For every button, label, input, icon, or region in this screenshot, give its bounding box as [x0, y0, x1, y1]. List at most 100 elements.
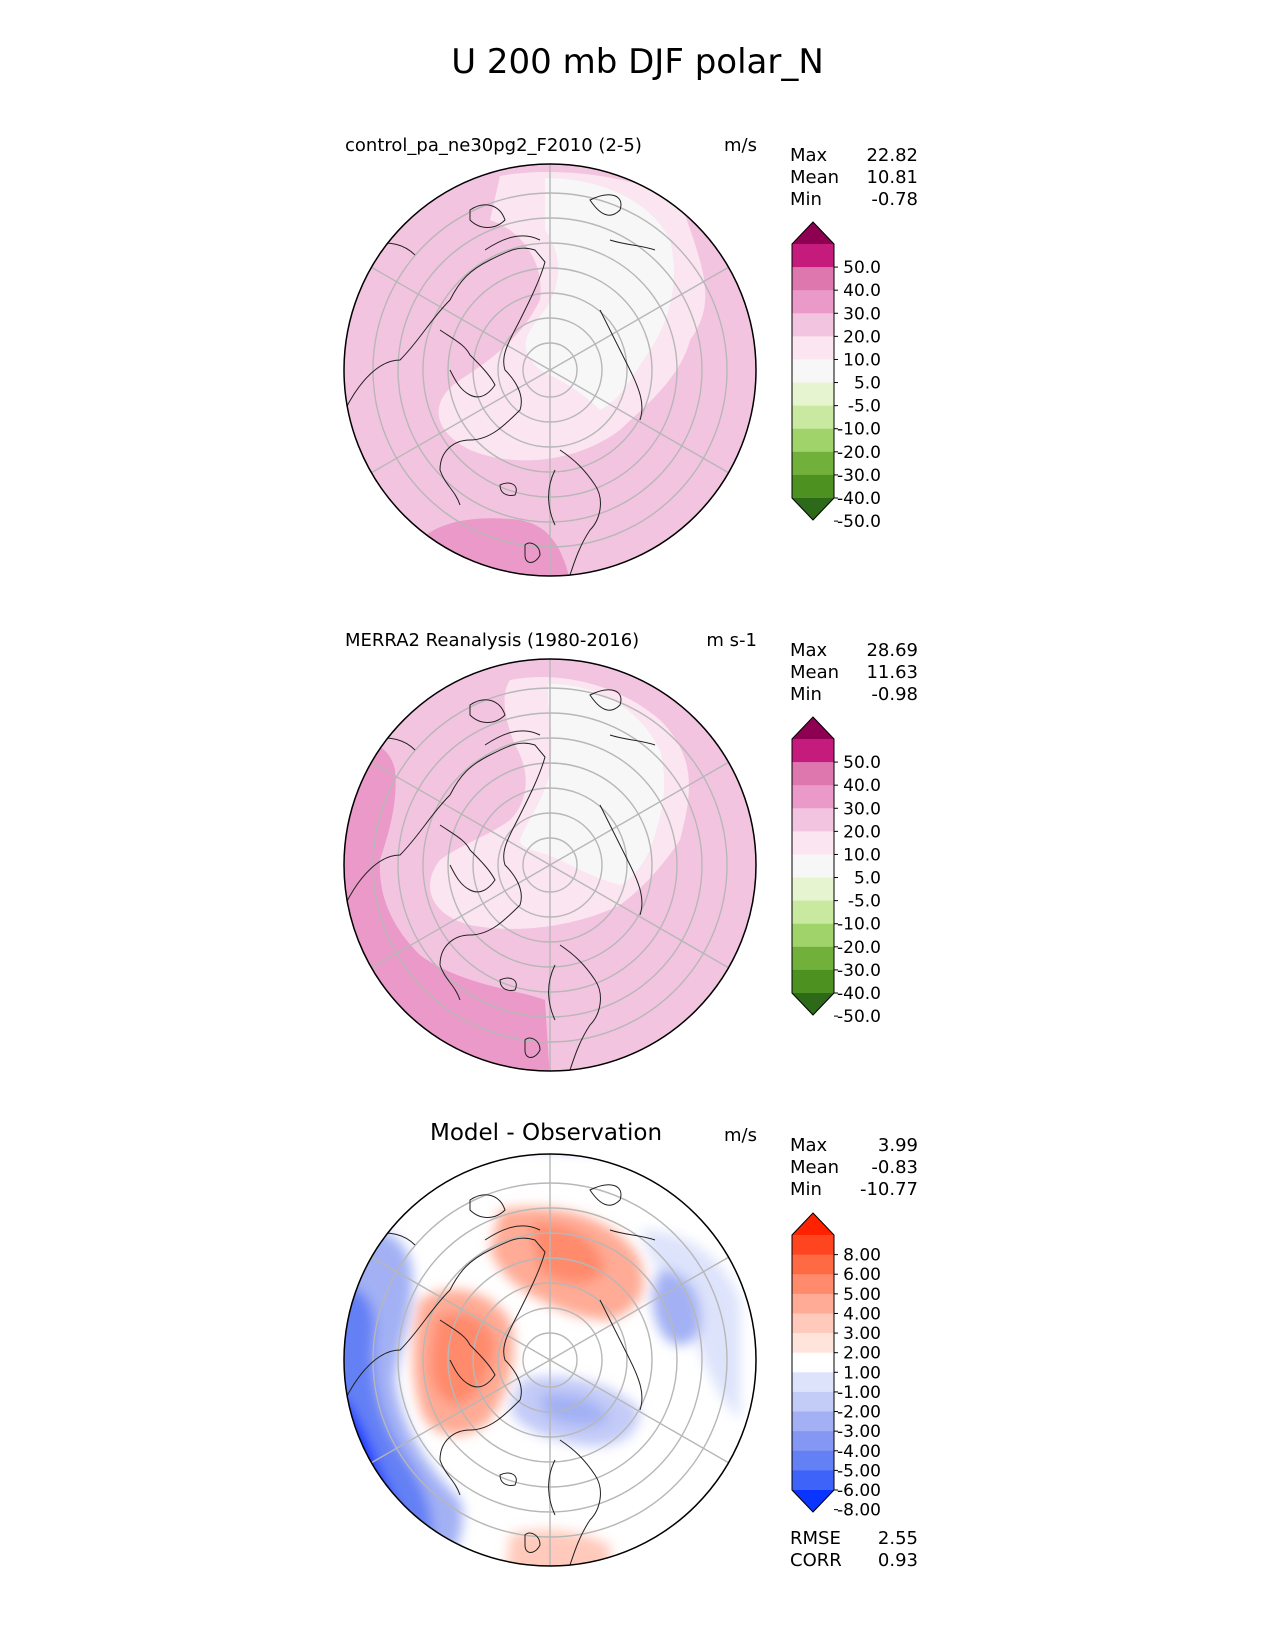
colorbar-tick-label: 30.0	[843, 304, 881, 324]
colorbar-swatch	[792, 808, 834, 832]
panel-2-title: MERRA2 Reanalysis (1980-2016)	[345, 630, 640, 651]
colorbar-tick-label: 40.0	[843, 281, 881, 301]
colorbar-swatch	[792, 1274, 834, 1295]
stat-value: -0.98	[871, 684, 918, 705]
colorbar-tick-label: -3.00	[837, 1422, 881, 1442]
colorbar-swatch	[792, 1293, 834, 1314]
colorbar-swatch	[792, 474, 834, 499]
colorbar-tick-label: 2.00	[843, 1344, 881, 1364]
stat-value: 28.69	[866, 640, 918, 661]
colorbar-tick-label: -20.0	[837, 443, 881, 463]
stat-value: -0.78	[871, 189, 918, 210]
colorbar-tick-label: -2.00	[837, 1403, 881, 1423]
colorbar-tick-label: -5.0	[848, 892, 881, 912]
stat-value: 10.81	[866, 167, 918, 188]
colorbar-swatch	[792, 923, 834, 948]
colorbar-tick-label: -6.00	[837, 1481, 881, 1501]
stat-label: Min	[790, 684, 822, 705]
figure-title: U 200 mb DJF polar_N	[451, 42, 824, 82]
colorbar-tick-label: 30.0	[843, 799, 881, 819]
panel-1-units: m/s	[724, 135, 757, 156]
colorbar-swatch	[792, 739, 834, 763]
colorbar-tick-label: 20.0	[843, 327, 881, 347]
colorbar-tick-label: 4.00	[843, 1304, 881, 1324]
colorbar-swatch	[792, 1235, 834, 1256]
colorbar-tick-label: -8.00	[837, 1501, 881, 1521]
colorbar-swatch	[792, 1391, 834, 1413]
panel-1-title: control_pa_ne30pg2_F2010 (2-5)	[345, 135, 642, 156]
coastlines-2	[344, 689, 656, 1071]
colorbar-swatch	[792, 946, 834, 971]
stat-label: Max	[790, 640, 828, 661]
colorbar-swatch	[792, 382, 834, 407]
colorbar-tick-label: 50.0	[843, 258, 881, 278]
colorbar-extend-max	[792, 717, 834, 739]
graticule-3	[370, 1154, 730, 1566]
colorbar-swatch	[792, 854, 834, 879]
colorbar-swatch	[792, 405, 834, 430]
stat-value: 22.82	[866, 145, 918, 166]
colorbar-swatch	[792, 359, 834, 384]
colorbar-swatch	[792, 1372, 834, 1393]
graticule-1	[370, 164, 730, 576]
colorbar-tick-label: 5.0	[854, 374, 881, 394]
colorbar-tick-label: -30.0	[837, 961, 881, 981]
map-panel-1	[343, 163, 757, 577]
colorbar-tick-label: -40.0	[837, 984, 881, 1004]
colorbar-extend-min	[792, 498, 834, 520]
colorbar-swatch	[792, 267, 834, 291]
colorbar-tick-label: -1.00	[837, 1383, 881, 1403]
stat-label: Min	[790, 189, 822, 210]
colorbar-swatch	[792, 313, 834, 337]
stat-label: Mean	[790, 662, 840, 683]
colorbar-extend-min	[792, 1490, 834, 1512]
colorbar-tick-label: 5.0	[854, 869, 881, 889]
colorbar-swatch	[792, 244, 834, 268]
colorbar-1: 50.0 40.0 30.0 20.0 10.0 5.0 -5.0 -10.0 -20.0 -30…	[791, 221, 881, 532]
metric-label: RMSE	[790, 1528, 841, 1549]
metric-value: 2.55	[877, 1528, 918, 1549]
colorbar-swatch	[792, 969, 834, 994]
colorbar-tick-label: -5.0	[848, 397, 881, 417]
colorbar-tick-label: 40.0	[843, 776, 881, 796]
colorbar-tick-label: -20.0	[837, 938, 881, 958]
colorbar-swatch	[792, 290, 834, 314]
panel-2-units: m s-1	[706, 630, 757, 651]
stat-label: Max	[790, 145, 828, 166]
coastlines-1	[344, 194, 656, 576]
colorbar-tick-label: 8.00	[843, 1246, 881, 1266]
map-1-boundary	[343, 163, 757, 577]
colorbar-tick-label: -40.0	[837, 489, 881, 509]
colorbar-swatch	[792, 1333, 834, 1354]
panel-2-stats: Max 28.69 Mean 11.63 Min -0.98	[790, 640, 918, 706]
colorbar-tick-label: 50.0	[843, 753, 881, 773]
colorbar-tick-label: -5.00	[837, 1461, 881, 1481]
colorbar-swatch	[792, 1470, 834, 1491]
colorbar-tick-label: 10.0	[843, 845, 881, 865]
colorbar-extend-max	[792, 1213, 834, 1235]
map-panel-3	[343, 1153, 757, 1567]
colorbar-swatch	[792, 785, 834, 809]
metric-value: 0.93	[877, 1550, 918, 1571]
colorbar-tick-label: -50.0	[837, 1007, 881, 1027]
map-panel-2	[343, 658, 757, 1072]
colorbar-tick-label: 6.00	[843, 1265, 881, 1285]
colorbar-swatch	[792, 1254, 834, 1275]
colorbar-swatch	[792, 336, 834, 360]
colorbar-extend-min	[792, 993, 834, 1015]
colorbar-tick-label: -4.00	[837, 1442, 881, 1462]
stat-value: 11.63	[866, 662, 918, 683]
colorbar-3: 8.006.005.004.003.002.001.00-1.00-2.00-3…	[791, 1212, 881, 1521]
stat-value: 3.99	[877, 1135, 918, 1156]
colorbar-tick-label: 1.00	[843, 1363, 881, 1383]
graticule-2	[370, 659, 730, 1071]
colorbar-swatch	[792, 1352, 834, 1373]
metric-label: CORR	[790, 1550, 842, 1571]
colorbar-tick-label: 20.0	[843, 822, 881, 842]
colorbars: 50.0 40.0 30.0 20.0 10.0 5.0 -5.0 -10.0 -20.0 -30…	[791, 221, 881, 1521]
colorbar-tick-label: -10.0	[837, 915, 881, 935]
panel-3-title: Model - Observation	[430, 1120, 663, 1146]
stat-value: -10.77	[859, 1179, 918, 1200]
colorbar-swatch	[792, 831, 834, 855]
